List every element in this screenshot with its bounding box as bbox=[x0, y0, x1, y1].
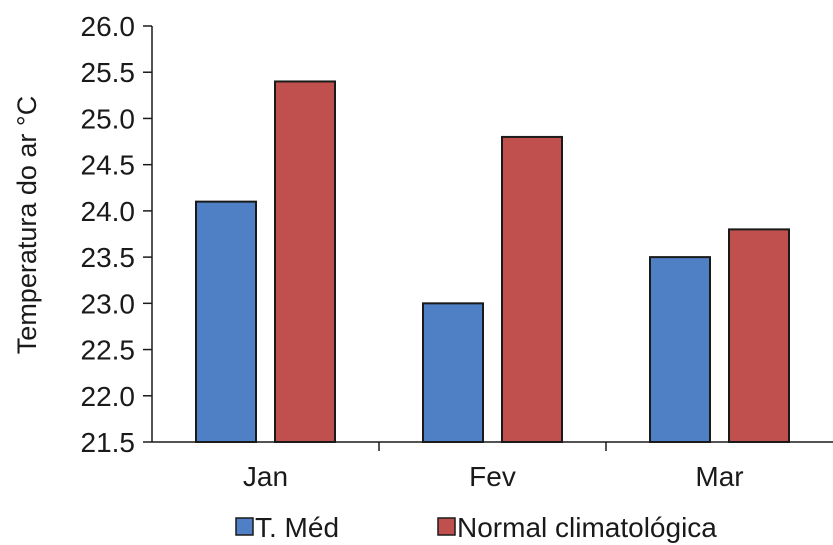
x-tick-label: Fev bbox=[469, 461, 516, 492]
legend: T. Méd Normal climatológica bbox=[235, 512, 717, 543]
y-axis-label: Temperatura do ar °C bbox=[12, 96, 42, 354]
y-tick-label: 22.0 bbox=[81, 381, 136, 412]
y-tick-label: 24.5 bbox=[81, 150, 136, 181]
y-tick-label: 25.5 bbox=[81, 57, 136, 88]
category-labels: Jan Fev Mar bbox=[243, 461, 744, 492]
axes bbox=[151, 26, 833, 451]
bar-t-med-jan bbox=[195, 200, 257, 443]
y-tick-label: 21.5 bbox=[81, 427, 136, 458]
y-tick-label: 26.0 bbox=[81, 11, 136, 42]
bars bbox=[195, 80, 790, 444]
bar-t-med-mar bbox=[649, 256, 711, 443]
bar-t-med-fev bbox=[422, 302, 484, 444]
bar-normal-jan bbox=[274, 80, 336, 443]
legend-label: T. Méd bbox=[255, 512, 339, 543]
legend-swatch bbox=[437, 517, 456, 536]
bar-normal-mar bbox=[728, 228, 790, 443]
y-tick-label: 24.0 bbox=[81, 196, 136, 227]
y-tick-label: 22.5 bbox=[81, 335, 136, 366]
y-tick-label: 23.5 bbox=[81, 242, 136, 273]
x-tick-label: Mar bbox=[695, 461, 743, 492]
x-tick-label: Jan bbox=[243, 461, 288, 492]
legend-swatch bbox=[235, 517, 254, 536]
legend-label: Normal climatológica bbox=[457, 512, 717, 543]
bar-normal-fev bbox=[501, 135, 563, 444]
y-tick-label: 25.0 bbox=[81, 103, 136, 134]
y-tick-label: 23.0 bbox=[81, 288, 136, 319]
y-axis-ticks: 21.5 22.0 22.5 23.0 23.5 24.0 24.5 25.0 25.5 26.0 bbox=[81, 11, 152, 458]
